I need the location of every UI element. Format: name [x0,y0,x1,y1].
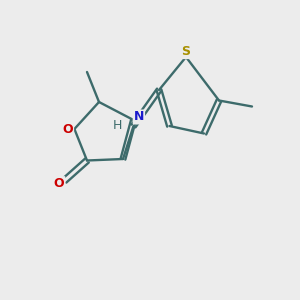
Text: S: S [182,45,190,58]
Text: O: O [62,122,73,136]
Text: N: N [134,110,144,124]
Text: H: H [112,119,122,132]
Text: O: O [54,177,64,190]
